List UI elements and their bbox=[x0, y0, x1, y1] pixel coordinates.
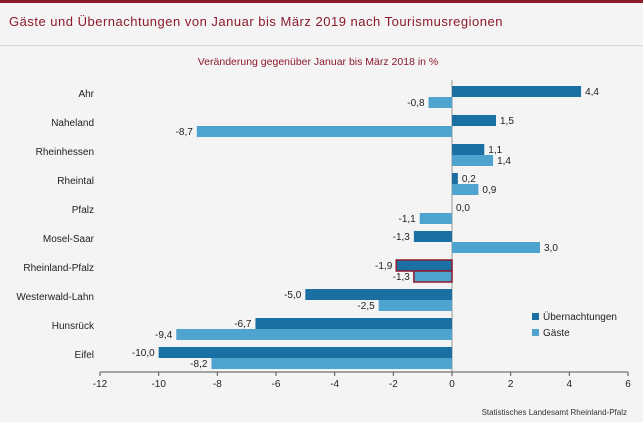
bar-gaeste bbox=[452, 242, 540, 253]
data-label: -1,1 bbox=[398, 214, 416, 225]
bar-gaeste bbox=[419, 213, 452, 224]
data-label: -1,3 bbox=[393, 272, 411, 283]
category-label: Hunsrück bbox=[52, 321, 95, 332]
category-label: Pfalz bbox=[72, 205, 94, 216]
legend-label: Übernachtungen bbox=[543, 311, 617, 323]
header: Gäste und Übernachtungen von Januar bis … bbox=[0, 3, 643, 46]
data-label: -9,4 bbox=[155, 330, 173, 341]
data-label: -0,8 bbox=[407, 98, 425, 109]
legend-label: Gäste bbox=[543, 328, 570, 339]
bar-gaeste bbox=[413, 270, 453, 283]
bar-gaeste bbox=[176, 329, 452, 340]
data-label: 0,9 bbox=[482, 185, 496, 196]
bar-uebernachtungen bbox=[395, 259, 453, 272]
bar-uebernachtungen bbox=[452, 86, 582, 97]
data-label: -8,7 bbox=[176, 127, 194, 138]
bar-uebernachtungen bbox=[452, 115, 496, 126]
x-tick-label: -8 bbox=[213, 379, 222, 390]
bar-uebernachtungen bbox=[158, 347, 452, 358]
data-label: -5,0 bbox=[284, 290, 302, 301]
bar-uebernachtungen bbox=[452, 144, 485, 155]
category-label: Ahr bbox=[78, 89, 94, 100]
source-note: Statistisches Landesamt Rheinland-Pfalz bbox=[481, 408, 627, 417]
bar-uebernachtungen bbox=[413, 231, 452, 242]
data-label: 4,4 bbox=[585, 87, 599, 98]
data-label: 0,2 bbox=[462, 174, 476, 185]
data-label: 3,0 bbox=[544, 243, 558, 254]
x-tick-label: 2 bbox=[508, 379, 514, 390]
data-label: -6,7 bbox=[234, 319, 252, 330]
bar-gaeste bbox=[196, 126, 452, 137]
category-label: Naheland bbox=[51, 118, 94, 129]
bar-gaeste bbox=[452, 155, 494, 166]
data-label: -8,2 bbox=[190, 359, 208, 370]
data-label: 0,0 bbox=[456, 203, 470, 214]
x-tick-label: -10 bbox=[151, 379, 166, 390]
data-label: -1,9 bbox=[375, 261, 393, 272]
category-label: Rheinhessen bbox=[36, 147, 94, 158]
category-label: Rheinland-Pfalz bbox=[23, 263, 94, 274]
x-tick-label: 0 bbox=[449, 379, 455, 390]
data-label: -2,5 bbox=[357, 301, 375, 312]
data-label: 1,1 bbox=[488, 145, 502, 156]
data-label: -1,3 bbox=[393, 232, 411, 243]
category-label: Mosel-Saar bbox=[43, 234, 95, 245]
bar-uebernachtungen bbox=[255, 318, 452, 329]
page-title: Gäste und Übernachtungen von Januar bis … bbox=[9, 14, 503, 29]
category-label: Eifel bbox=[75, 350, 94, 361]
x-tick-label: -2 bbox=[389, 379, 398, 390]
legend-swatch-uebernachtungen bbox=[532, 313, 539, 320]
top-accent-rule bbox=[0, 0, 643, 3]
x-tick-label: -6 bbox=[272, 379, 281, 390]
category-label: Rheintal bbox=[57, 176, 94, 187]
x-tick-label: 4 bbox=[567, 379, 573, 390]
data-label: -10,0 bbox=[132, 348, 155, 359]
x-tick-label: -12 bbox=[93, 379, 108, 390]
bar-uebernachtungen bbox=[452, 173, 458, 184]
x-tick-label: 6 bbox=[625, 379, 631, 390]
data-label: 1,5 bbox=[500, 116, 514, 127]
bar-gaeste bbox=[428, 97, 452, 108]
legend-swatch-gaeste bbox=[532, 329, 539, 336]
chart-subtitle: Veränderung gegenüber Januar bis März 20… bbox=[198, 56, 439, 68]
bar-uebernachtungen bbox=[305, 289, 452, 300]
bar-gaeste bbox=[211, 358, 452, 369]
bar-gaeste bbox=[378, 300, 452, 311]
data-label: 1,4 bbox=[497, 156, 511, 167]
bar-gaeste bbox=[452, 184, 479, 195]
x-tick-label: -4 bbox=[330, 379, 339, 390]
category-label: Westerwald-Lahn bbox=[16, 292, 94, 303]
